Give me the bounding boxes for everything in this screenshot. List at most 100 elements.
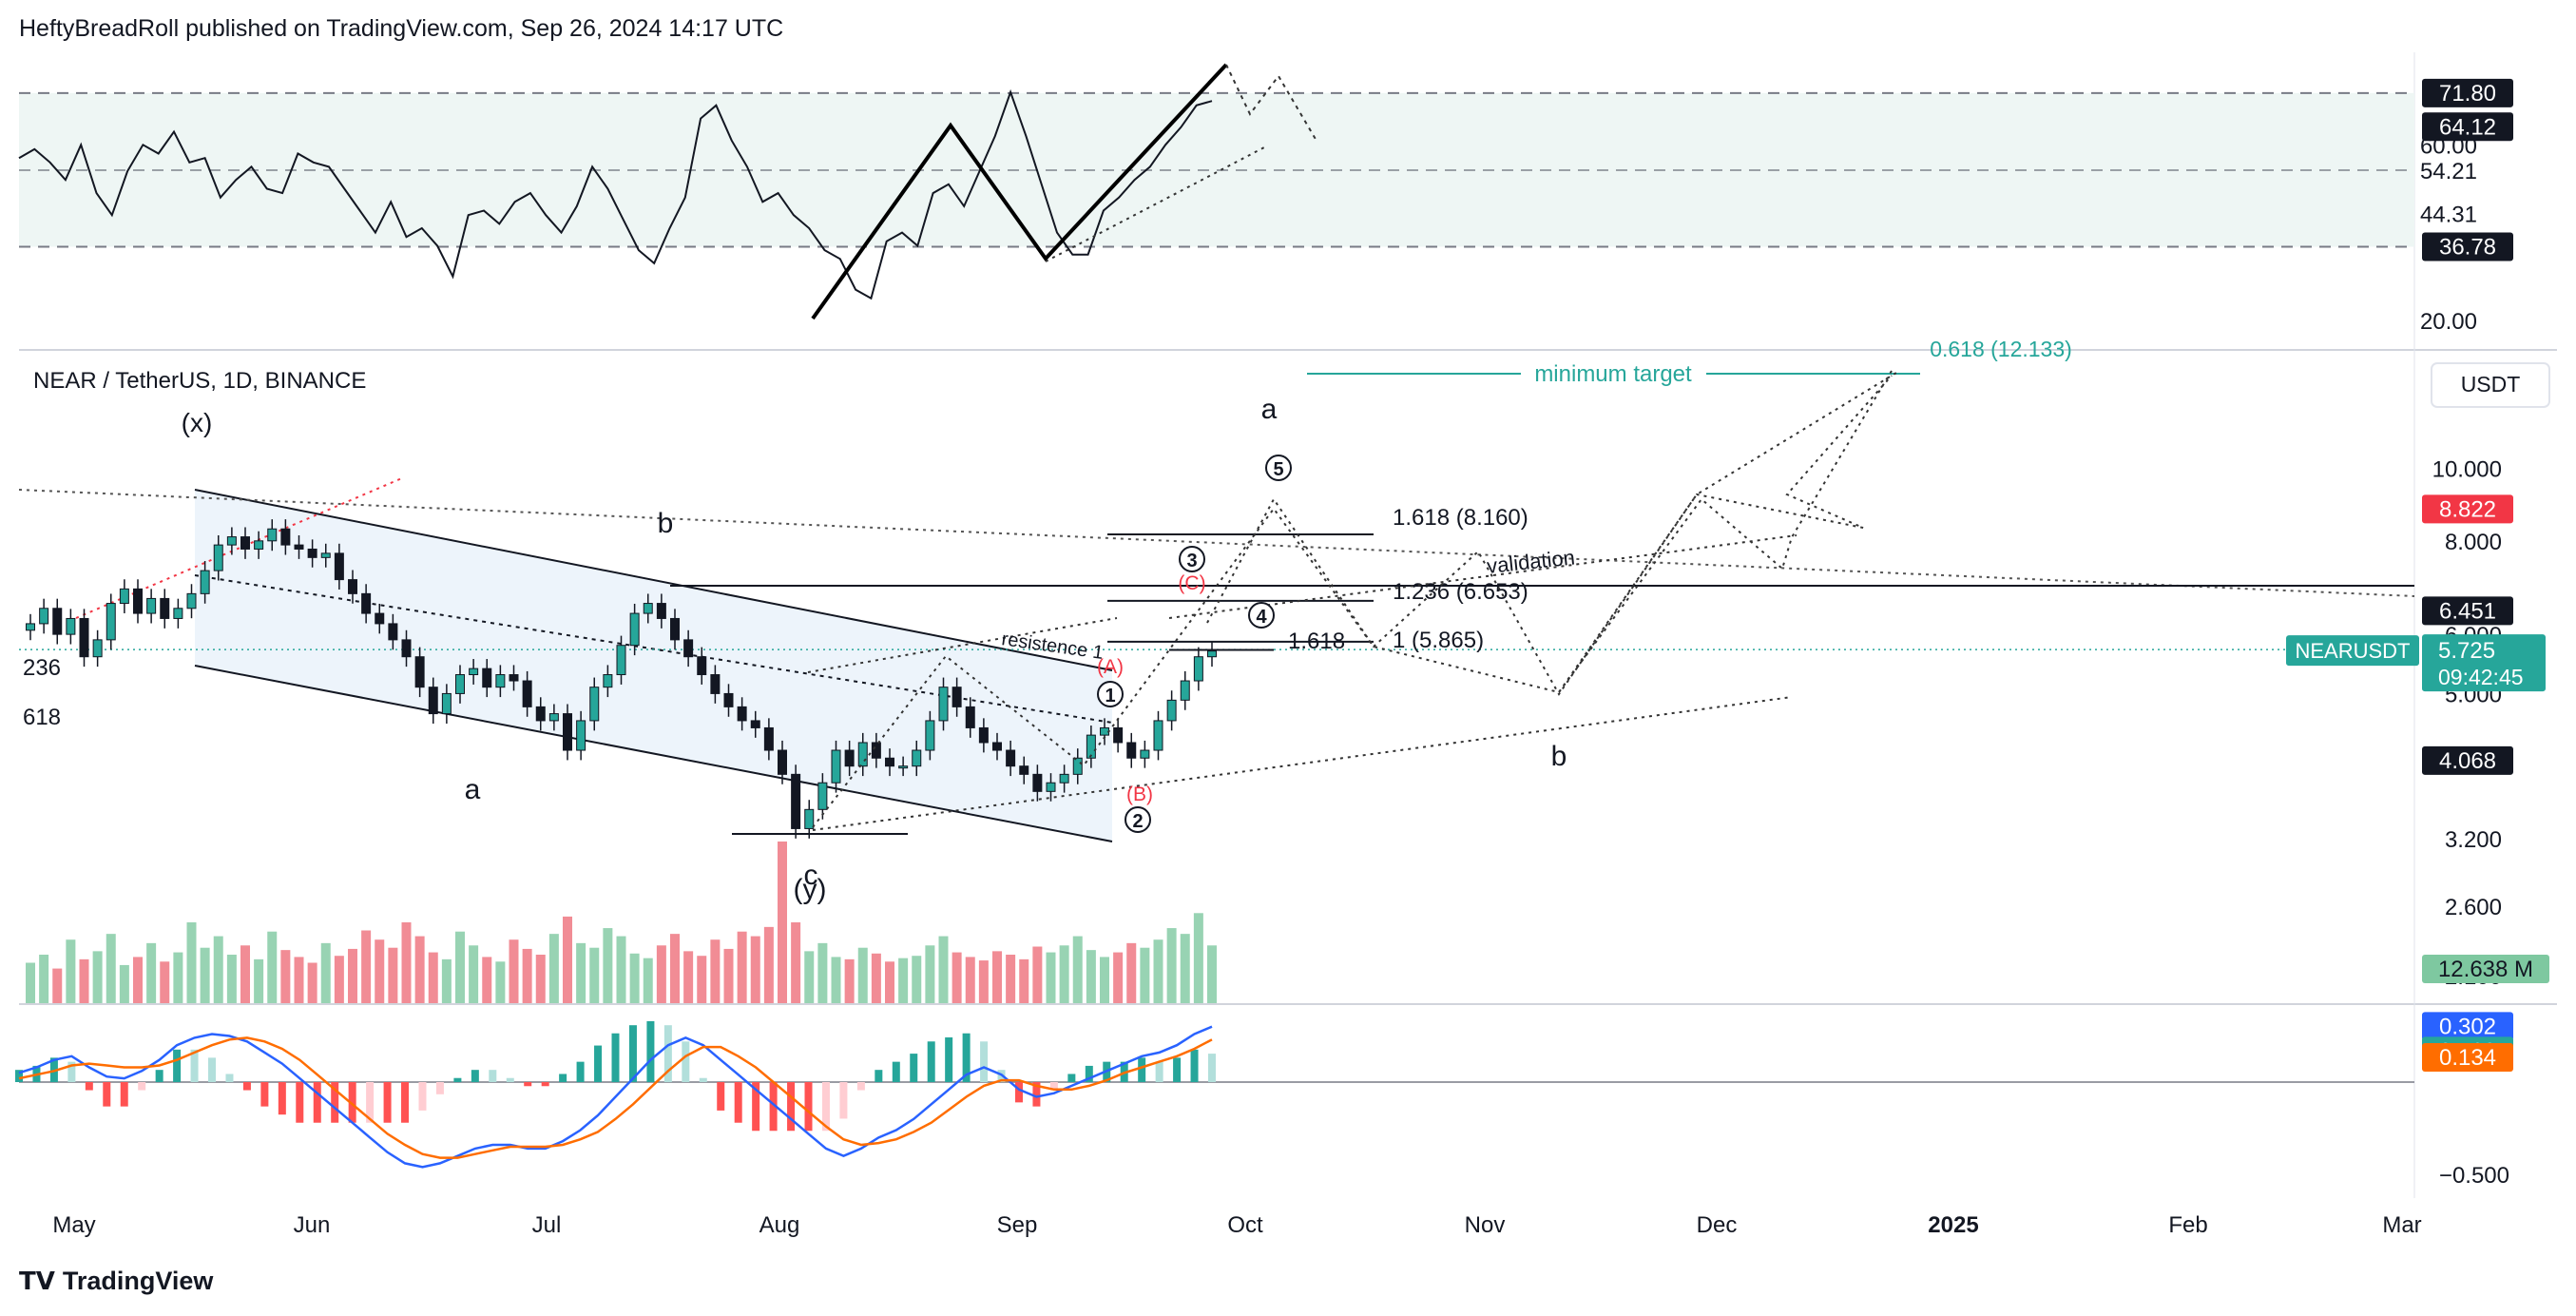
candle-body [254,540,264,550]
rsi-axis-label: 54.21 [2420,159,2477,184]
macd-histogram-bar [225,1074,234,1082]
macd-histogram-bar [103,1082,111,1107]
currency-button[interactable] [2431,362,2550,408]
macd-histogram-bar [734,1082,742,1123]
volume-bar [1113,952,1124,1003]
candle-body [294,544,304,550]
macd-histogram-bar [962,1033,971,1082]
volume-bar [857,947,868,1003]
rsi-value-tag: 71.80 [2439,81,2496,106]
macd-histogram-bar [892,1061,900,1082]
candle-body [603,674,613,688]
volume-bar [334,956,344,1003]
volume-bar [522,948,532,1003]
rsi-value-tag-bg [2422,232,2513,261]
time-axis-label: Feb [2168,1212,2207,1238]
macd-histogram-bar [366,1082,375,1123]
volume-bar [791,922,801,1003]
published-header: HeftyBreadRoll published on TradingView.… [19,15,784,42]
candle-body [186,592,197,610]
macd-histogram-bar [331,1082,339,1123]
volume-bar [576,942,586,1003]
candle-body [1126,742,1137,759]
candle-body [1180,680,1190,701]
volume-bar [495,961,506,1003]
candle-body [965,706,975,728]
fib-clip-618: 618 [23,705,61,730]
time-axis-label: May [52,1212,95,1238]
channel-upper-line [194,489,1113,671]
volume-bar [388,947,398,1003]
price-value-tag: 6.451 [2439,598,2496,624]
candle-body [119,588,129,605]
wave-number-1: 1 [1105,686,1115,706]
macd-histogram-bar [85,1082,93,1091]
volume-bar [79,958,89,1003]
macd-histogram-bar [383,1082,392,1123]
candle-body [1059,773,1069,784]
candle-body [1072,757,1083,775]
wave-circle [1248,602,1275,629]
candle-body [791,773,801,829]
candle-body [670,617,680,641]
candle-body [375,612,385,625]
volume-bar [240,945,250,1003]
macd-histogram-bar [787,1082,796,1132]
volume-bar [697,956,707,1003]
candle-body [106,603,116,641]
rsi-projection-path [1225,64,1317,142]
wave-number-3: 3 [1186,551,1197,571]
macd-histogram-bar [278,1082,286,1115]
rising-support-line [812,696,1793,831]
macd-histogram-bar [611,1033,620,1082]
volume-bar [643,958,653,1003]
price-value-tag-bg [2422,494,2513,524]
rsi-value-tag-bg [2422,78,2513,107]
candle-body [388,623,398,641]
tradingview-logo[interactable]: 𝗧𝗩 TradingView [19,1267,213,1296]
candle-body [548,713,559,722]
volume-bar [723,948,734,1003]
volume-bar [548,934,559,1003]
candle-body [240,536,250,550]
macd-histogram-bar [1067,1074,1076,1082]
wave-label-red-A: (A) [1097,656,1124,678]
rsi-value-tag: 36.78 [2439,234,2496,260]
wave-label-y: (y) [794,874,827,905]
wave-label-a-left: a [465,774,481,805]
candle-body [414,656,425,688]
macd-histogram-bar [646,1020,655,1082]
candle-body [750,720,760,728]
projection-path-3 [1558,370,1893,693]
candle-body [683,639,694,658]
candle-body [723,692,734,707]
volume-bar [1140,947,1150,1003]
macd-value-tag-bg [2422,1012,2513,1041]
candle-body [66,617,76,635]
wave-circle [1265,455,1292,481]
volume-bar [1019,958,1029,1003]
rsi-axis-label: 20.00 [2420,309,2477,335]
volume-tag-bg [2422,955,2549,983]
candle-body [522,680,532,707]
macd-histogram-bar [856,1082,865,1091]
candle-body [267,528,278,542]
candle-body [1100,726,1109,736]
macd-histogram-bar [155,1070,163,1082]
volume-bar [1100,957,1109,1003]
volume-bar [26,962,35,1003]
fib-clip-236: 236 [23,655,61,681]
volume-bar [778,842,787,1003]
price-axis-label: 8.000 [2445,530,2502,555]
volume-bar [119,964,129,1003]
candle-body [26,623,35,631]
price-value-tag: 4.068 [2439,748,2496,774]
macd-histogram-bar [910,1054,918,1082]
volume-bar [763,926,774,1003]
volume-bar [1207,945,1217,1003]
volume-bar [455,931,465,1003]
volume-bar [441,958,452,1003]
macd-histogram-bar [208,1057,217,1082]
macd-histogram-bar [313,1082,321,1123]
